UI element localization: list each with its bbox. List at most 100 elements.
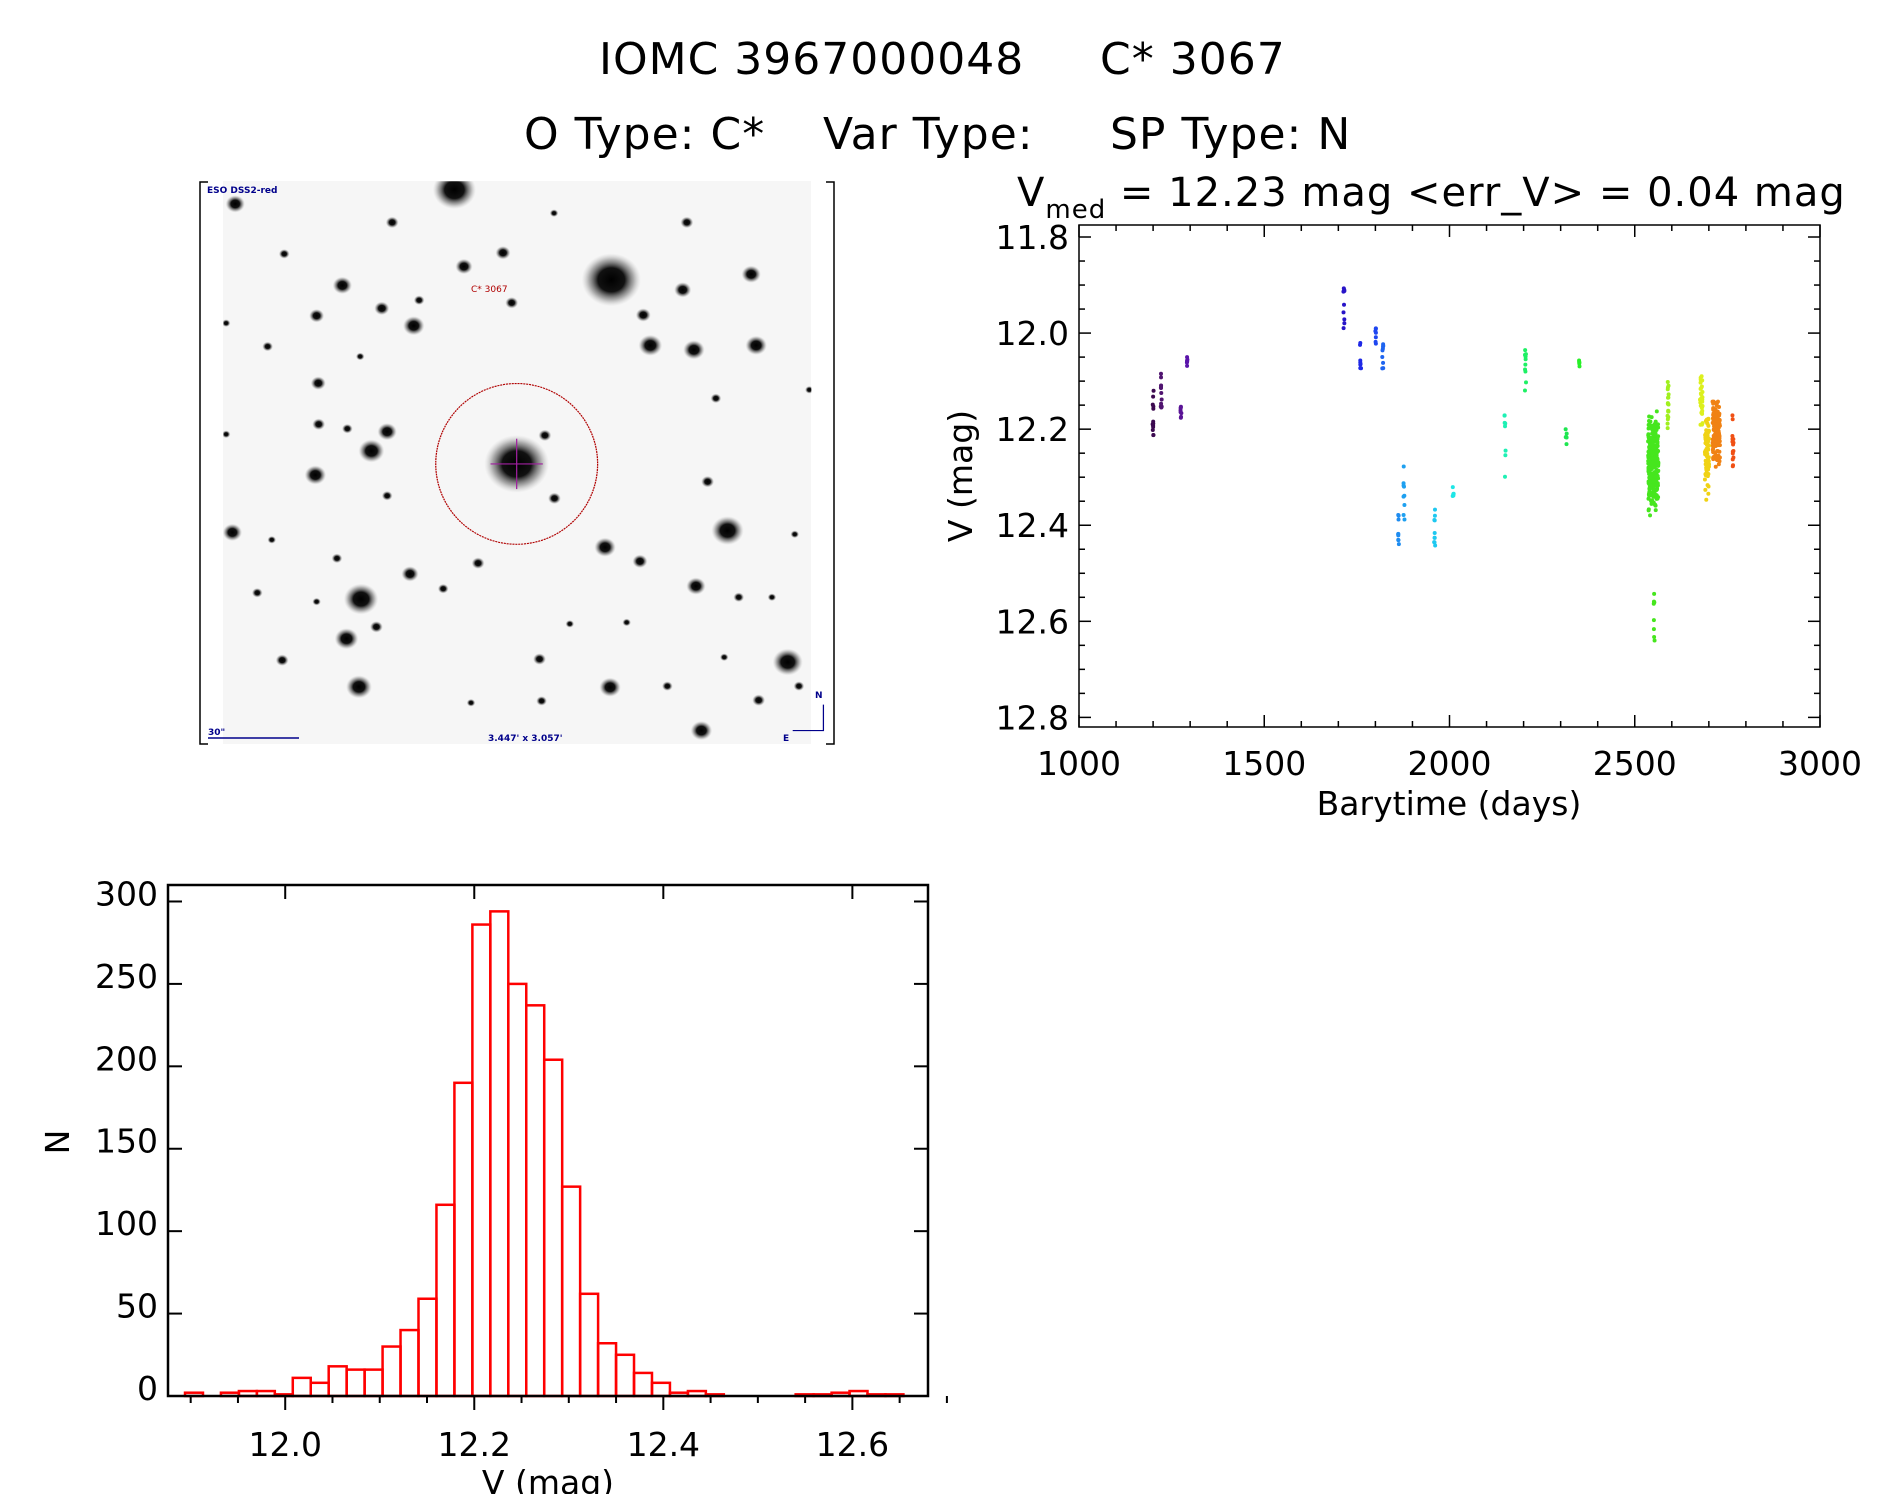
data-point	[1711, 406, 1716, 411]
data-point	[1648, 466, 1653, 471]
data-point	[1401, 494, 1406, 499]
data-point	[1717, 411, 1722, 416]
star	[312, 418, 326, 431]
data-point	[1342, 302, 1347, 307]
star	[581, 253, 641, 307]
star	[466, 698, 476, 707]
data-point	[1185, 358, 1190, 363]
data-point	[1714, 416, 1719, 421]
star	[471, 557, 485, 569]
data-point	[1715, 449, 1720, 454]
data-point	[1178, 410, 1183, 415]
data-point	[1432, 513, 1437, 518]
data-point	[1646, 461, 1651, 466]
star	[594, 537, 616, 557]
star	[635, 308, 651, 322]
data-point	[1699, 422, 1704, 427]
data-point	[1731, 455, 1736, 460]
histogram-bar	[363, 1368, 384, 1398]
star	[381, 490, 393, 501]
target-crosshair	[490, 438, 543, 490]
data-point	[1649, 474, 1654, 479]
data-point	[1654, 409, 1659, 414]
data-point	[1706, 467, 1711, 472]
data-point	[1396, 513, 1401, 518]
data-point	[1651, 437, 1656, 442]
histogram-chart: 12.0 12.2 12.4 12.6 0 50 100 150 200 250 300 V (ma…	[38, 874, 948, 1494]
data-point	[1646, 439, 1651, 444]
star	[632, 554, 648, 569]
star	[772, 648, 803, 676]
data-point	[1706, 439, 1711, 444]
data-point	[1401, 464, 1406, 469]
y-tick-label: 0	[137, 1369, 158, 1408]
data-point	[1185, 355, 1190, 360]
data-point	[1665, 387, 1670, 392]
y-tick-label: 12.0	[996, 314, 1069, 353]
star	[223, 319, 231, 327]
data-point	[1151, 419, 1156, 424]
data-point	[1703, 462, 1708, 467]
data-point	[1402, 503, 1407, 508]
data-point	[1373, 339, 1378, 344]
data-point	[1564, 442, 1569, 447]
data-point	[1703, 472, 1708, 477]
star	[599, 677, 621, 697]
data-point	[1577, 364, 1582, 369]
y-tick-label: 12.2	[996, 410, 1069, 449]
data-point	[1652, 491, 1657, 496]
star	[267, 535, 277, 544]
histogram-bar	[417, 1297, 438, 1398]
data-point	[1646, 453, 1651, 458]
data-point	[1652, 423, 1657, 428]
x-tick-label: 12.6	[816, 1425, 889, 1464]
data-point	[1666, 409, 1671, 414]
data-point	[1704, 417, 1709, 422]
star	[793, 681, 805, 691]
star	[538, 429, 552, 442]
histogram-bar	[614, 1353, 636, 1398]
data-point	[1651, 627, 1656, 632]
data-point	[1714, 401, 1719, 406]
data-point	[1655, 444, 1660, 449]
data-point	[1342, 289, 1347, 294]
data-point	[1647, 489, 1652, 494]
spectral-type: SP Type: N	[1110, 109, 1351, 160]
data-point	[1717, 419, 1722, 424]
histogram-bar	[489, 910, 510, 1398]
data-point	[1651, 601, 1656, 606]
data-point	[1342, 317, 1347, 322]
data-point	[1654, 482, 1659, 487]
data-point	[1655, 473, 1660, 478]
x-tick-label: 12.0	[248, 1425, 321, 1464]
star	[711, 516, 744, 545]
data-point	[1714, 440, 1719, 445]
histogram-ticks	[168, 885, 948, 1410]
data-point	[1151, 394, 1156, 399]
star	[310, 376, 326, 390]
data-point	[1648, 513, 1653, 518]
histogram-bar	[381, 1345, 402, 1398]
data-point	[1698, 375, 1703, 380]
data-point	[1650, 498, 1655, 503]
histogram-xlabel: V (mag)	[482, 1463, 614, 1494]
data-point	[1665, 395, 1670, 400]
data-point	[1712, 421, 1717, 426]
x-tick-label: 2500	[1593, 744, 1677, 783]
data-point	[1698, 380, 1703, 385]
y-tick-label: 50	[116, 1287, 158, 1326]
data-point	[1373, 330, 1378, 335]
star	[369, 621, 383, 633]
data-point	[1705, 429, 1710, 434]
data-point	[1730, 433, 1735, 438]
data-point	[1652, 449, 1657, 454]
data-point	[1432, 507, 1437, 512]
data-point	[1159, 397, 1164, 402]
data-point	[1646, 508, 1651, 513]
data-point	[1432, 517, 1437, 522]
data-point	[1381, 360, 1386, 365]
star	[745, 335, 767, 355]
star	[343, 583, 379, 615]
data-point	[1396, 538, 1401, 543]
data-point	[1503, 448, 1508, 453]
